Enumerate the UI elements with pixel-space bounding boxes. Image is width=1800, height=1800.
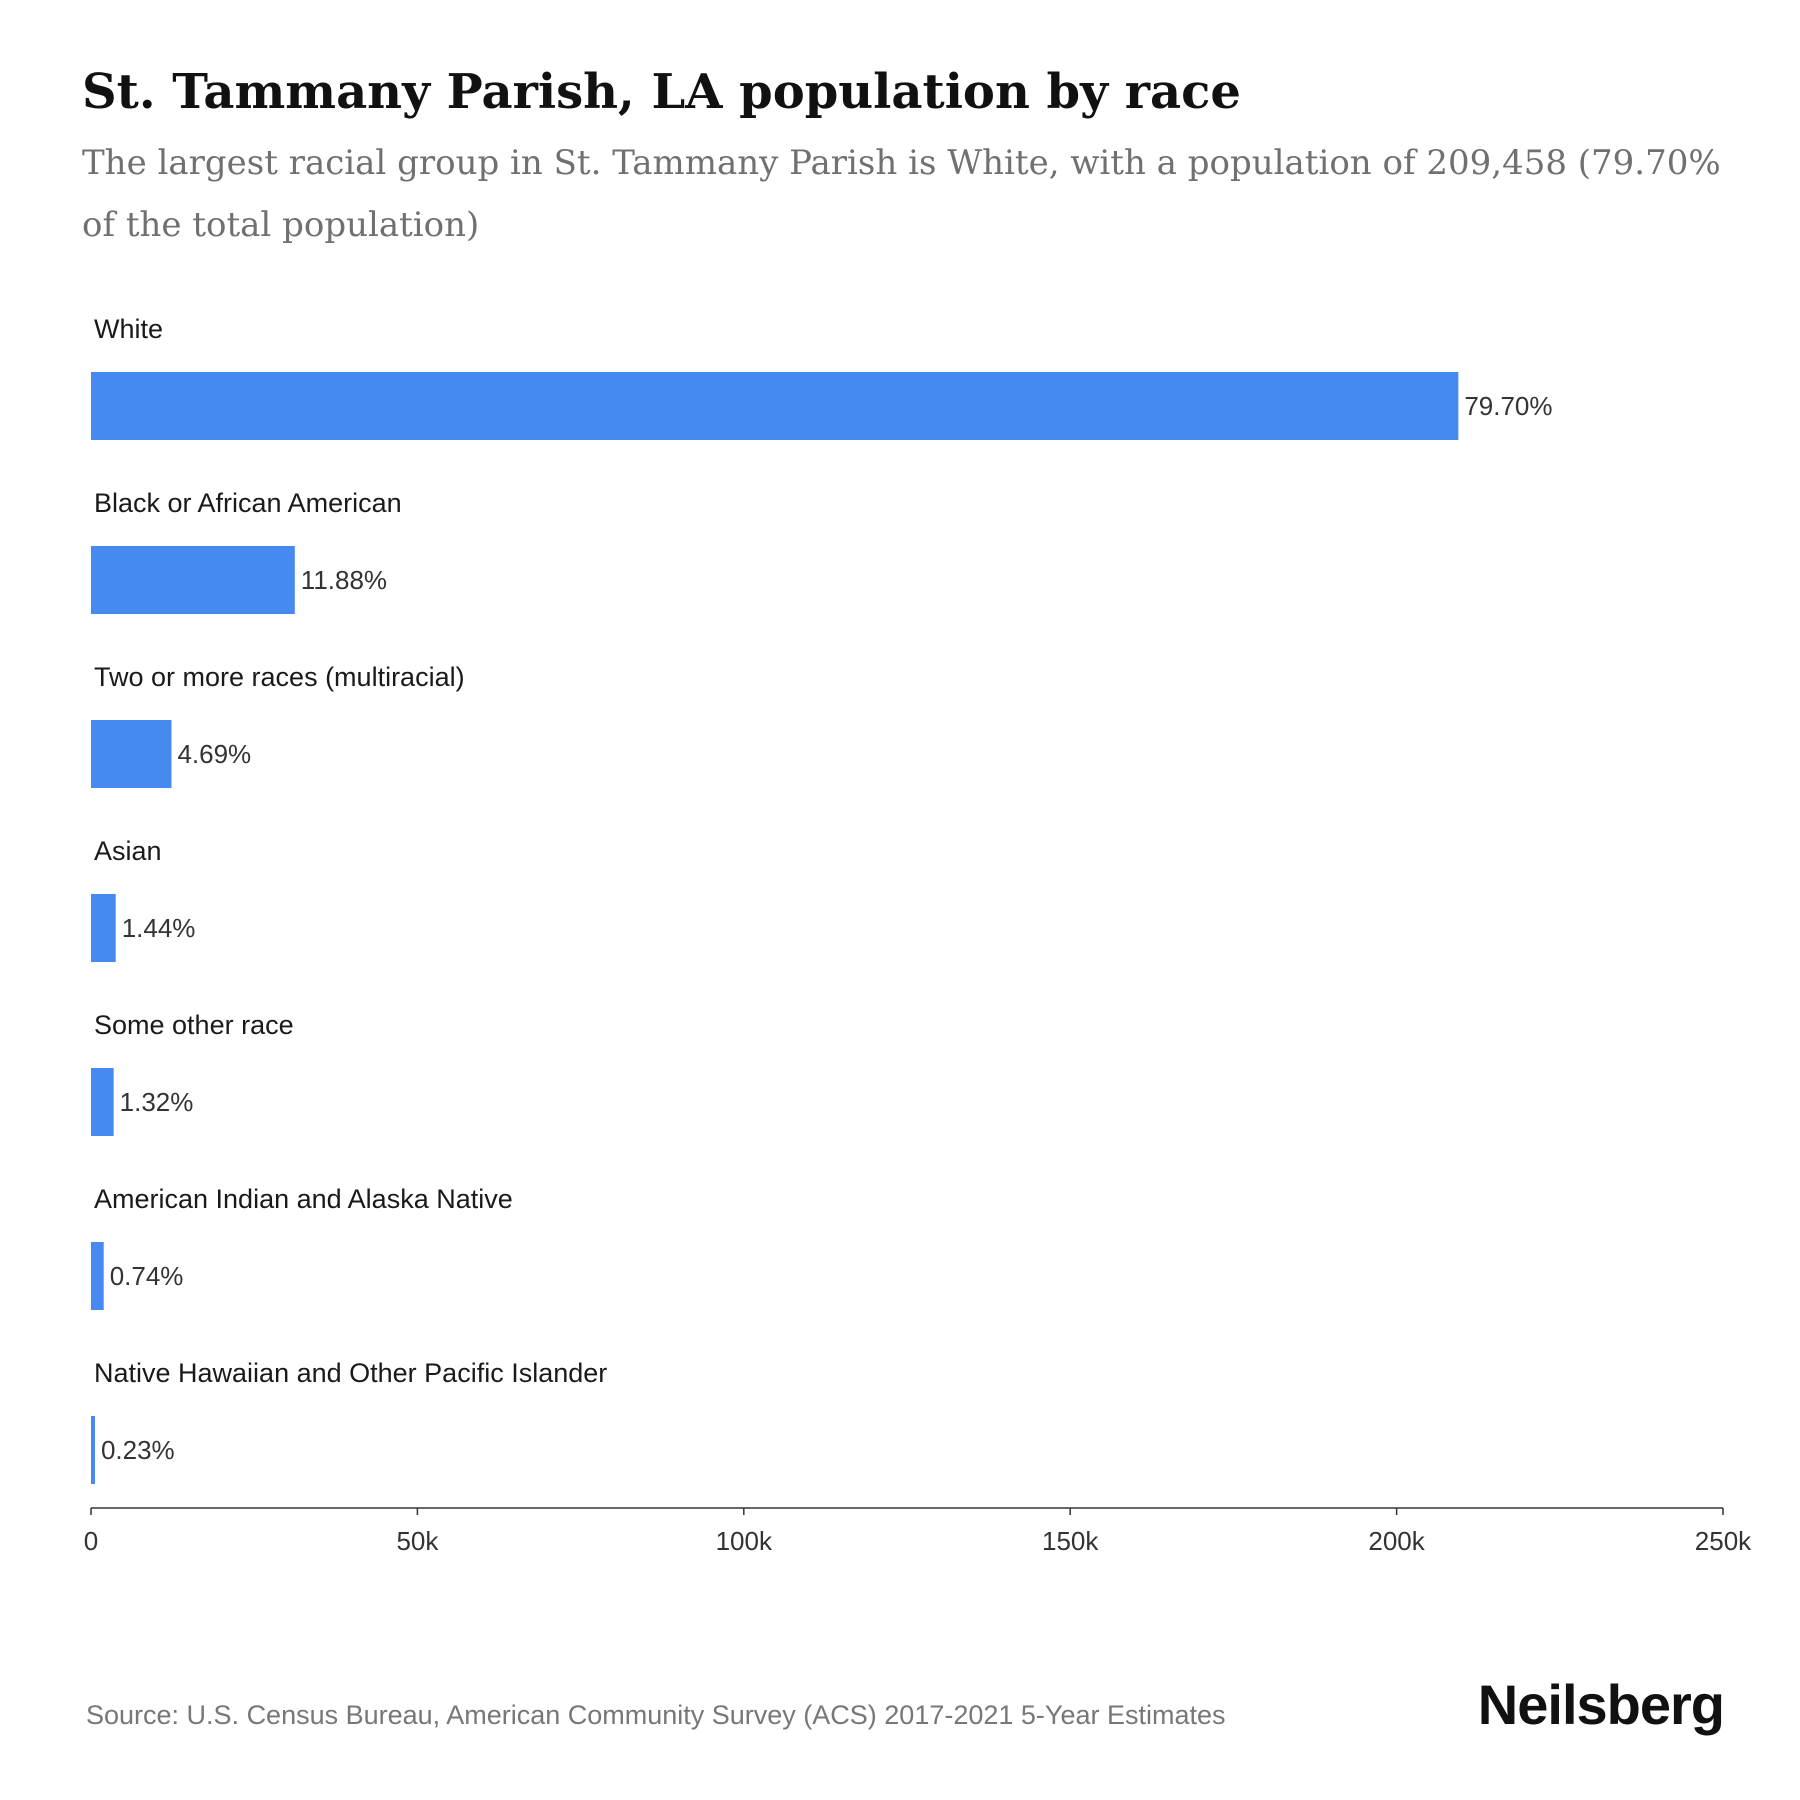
x-tick-label: 0: [84, 1526, 98, 1556]
x-tick-label: 250k: [1695, 1526, 1752, 1556]
bar: [91, 372, 1459, 440]
bar: [91, 894, 116, 962]
category-label: Two or more races (multiracial): [94, 662, 465, 692]
x-tick-label: 100k: [716, 1526, 773, 1556]
data-label: 0.74%: [110, 1261, 184, 1291]
data-label: 79.70%: [1464, 391, 1552, 421]
data-label: 11.88%: [301, 565, 387, 595]
chart-subtitle: The largest racial group in St. Tammany …: [82, 143, 1721, 245]
bar: [91, 1242, 104, 1310]
x-tick-label: 150k: [1042, 1526, 1099, 1556]
data-label: 4.69%: [177, 739, 251, 769]
category-label: Some other race: [94, 1010, 294, 1040]
chart-title: St. Tammany Parish, LA population by rac…: [82, 64, 1241, 120]
bar: [91, 1068, 114, 1136]
bar: [91, 1416, 95, 1484]
category-label: American Indian and Alaska Native: [94, 1184, 513, 1214]
data-label: 0.23%: [101, 1435, 175, 1465]
category-label: Native Hawaiian and Other Pacific Island…: [94, 1358, 607, 1388]
bar: [91, 720, 172, 788]
bar: [91, 546, 295, 614]
data-label: 1.44%: [122, 913, 196, 943]
x-tick-label: 50k: [396, 1526, 439, 1556]
category-label: White: [94, 314, 163, 344]
brand-logo: Neilsberg: [1477, 1673, 1725, 1736]
data-label: 1.32%: [120, 1087, 194, 1117]
category-label: Black or African American: [94, 488, 402, 518]
category-label: Asian: [94, 836, 162, 866]
x-tick-label: 200k: [1368, 1526, 1425, 1556]
source-note: Source: U.S. Census Bureau, American Com…: [86, 1700, 1226, 1730]
